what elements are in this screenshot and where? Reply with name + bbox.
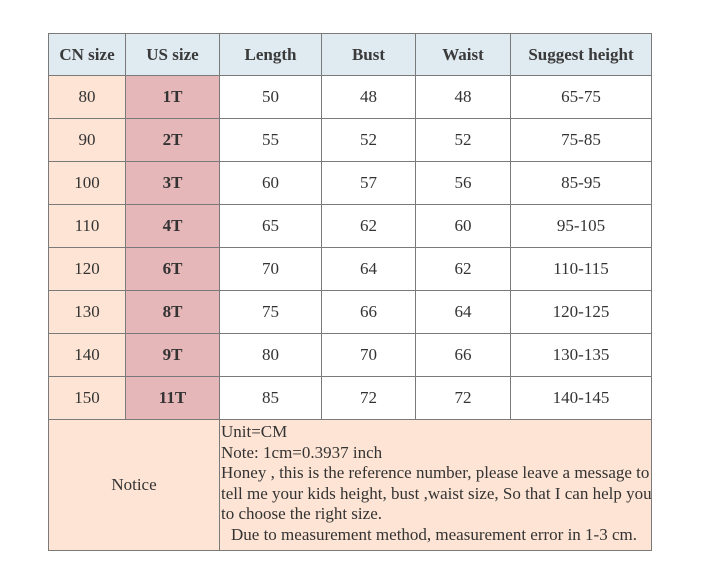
suggest-height-cell: 95-105 (510, 204, 652, 248)
table-row: 130 8T 75 66 64 120-125 (48, 290, 652, 334)
header-length: Length (219, 33, 322, 76)
cn-size-cell: 120 (48, 247, 126, 291)
waist-cell: 56 (415, 161, 511, 205)
header-bust: Bust (321, 33, 416, 76)
notice-line: Due to measurement method, measurement e… (231, 524, 637, 544)
us-size-cell: 4T (125, 204, 220, 248)
notice-line: Note: 1cm=0.3937 inch (221, 442, 383, 462)
us-size-cell: 1T (125, 75, 220, 119)
cn-size-cell: 90 (48, 118, 126, 162)
table-row: 150 11T 85 72 72 140-145 (48, 376, 652, 420)
length-cell: 85 (219, 376, 322, 420)
header-suggest-height: Suggest height (510, 33, 652, 76)
bust-cell: 57 (321, 161, 416, 205)
table-row: 80 1T 50 48 48 65-75 (48, 75, 652, 119)
cn-size-cell: 80 (48, 75, 126, 119)
bust-cell: 64 (321, 247, 416, 291)
waist-cell: 48 (415, 75, 511, 119)
suggest-height-cell: 140-145 (510, 376, 652, 420)
length-cell: 80 (219, 333, 322, 377)
waist-cell: 52 (415, 118, 511, 162)
table-row: 90 2T 55 52 52 75-85 (48, 118, 652, 162)
suggest-height-cell: 120-125 (510, 290, 652, 334)
header-us-size: US size (125, 33, 220, 76)
suggest-height-cell: 85-95 (510, 161, 652, 205)
us-size-cell: 8T (125, 290, 220, 334)
notice-row: Notice Unit=CM Note: 1cm=0.3937 inch Honey … (48, 419, 652, 551)
table-row: 100 3T 60 57 56 85-95 (48, 161, 652, 205)
bust-cell: 62 (321, 204, 416, 248)
suggest-height-cell: 75-85 (510, 118, 652, 162)
waist-cell: 64 (415, 290, 511, 334)
header-cn-size: CN size (48, 33, 126, 76)
notice-line: Honey , this is the reference number, pl… (221, 463, 650, 482)
table-row: 110 4T 65 62 60 95-105 (48, 204, 652, 248)
bust-cell: 52 (321, 118, 416, 162)
header-waist: Waist (415, 33, 511, 76)
size-chart-table: CN size US size Length Bust Waist Sugges… (48, 33, 652, 551)
suggest-height-cell: 130-135 (510, 333, 652, 377)
waist-cell: 60 (415, 204, 511, 248)
notice-text: Unit=CM Note: 1cm=0.3937 inch Honey , this… (219, 419, 652, 551)
waist-cell: 72 (415, 376, 511, 420)
us-size-cell: 3T (125, 161, 220, 205)
suggest-height-cell: 110-115 (510, 247, 652, 291)
us-size-cell: 2T (125, 118, 220, 162)
us-size-cell: 11T (125, 376, 220, 420)
cn-size-cell: 100 (48, 161, 126, 205)
bust-cell: 72 (321, 376, 416, 420)
table-row: 120 6T 70 64 62 110-115 (48, 247, 652, 291)
table-row: 140 9T 80 70 66 130-135 (48, 333, 652, 377)
us-size-cell: 6T (125, 247, 220, 291)
notice-line: Unit=CM (221, 422, 288, 441)
us-size-cell: 9T (125, 333, 220, 377)
notice-line: to choose the right size. (221, 504, 382, 523)
bust-cell: 48 (321, 75, 416, 119)
length-cell: 55 (219, 118, 322, 162)
bust-cell: 70 (321, 333, 416, 377)
waist-cell: 62 (415, 247, 511, 291)
suggest-height-cell: 65-75 (510, 75, 652, 119)
length-cell: 65 (219, 204, 322, 248)
cn-size-cell: 110 (48, 204, 126, 248)
notice-line: tell me your kids height, bust ,waist si… (221, 483, 651, 503)
length-cell: 50 (219, 75, 322, 119)
length-cell: 70 (219, 247, 322, 291)
cn-size-cell: 140 (48, 333, 126, 377)
length-cell: 60 (219, 161, 322, 205)
bust-cell: 66 (321, 290, 416, 334)
waist-cell: 66 (415, 333, 511, 377)
header-row: CN size US size Length Bust Waist Sugges… (48, 33, 652, 76)
notice-label: Notice (48, 419, 220, 551)
cn-size-cell: 130 (48, 290, 126, 334)
length-cell: 75 (219, 290, 322, 334)
cn-size-cell: 150 (48, 376, 126, 420)
